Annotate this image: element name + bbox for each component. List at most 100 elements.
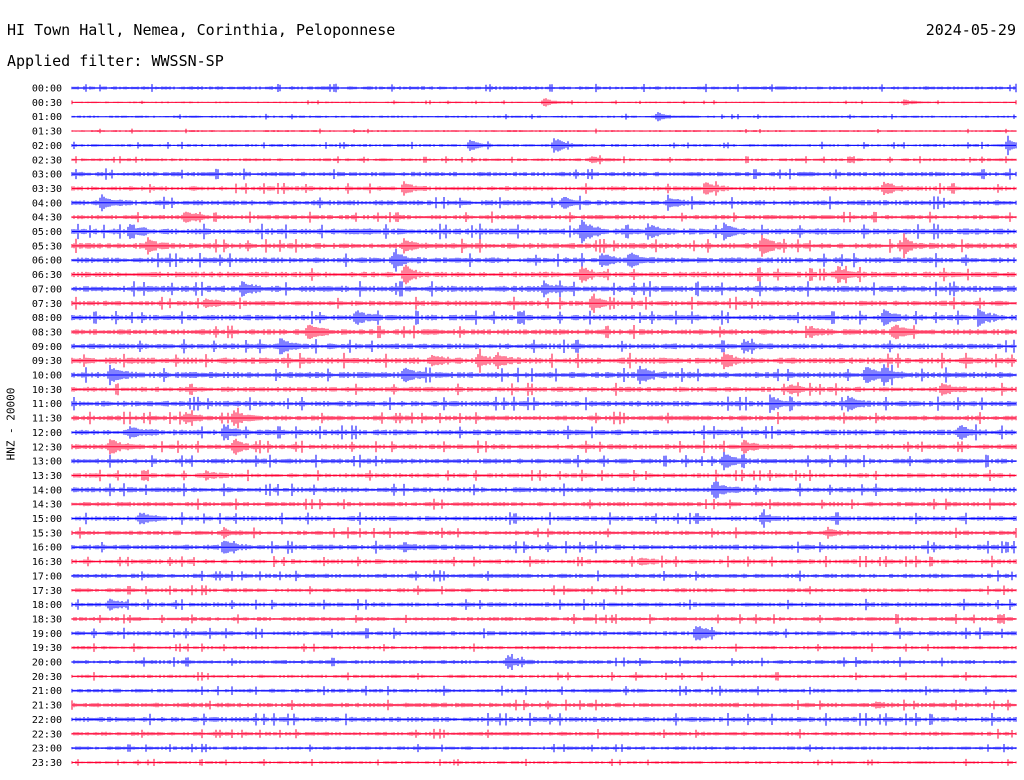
trace-row-1730 [71, 585, 1017, 596]
row-time-label: 05:00 [32, 227, 62, 238]
trace-row-2230 [71, 728, 1017, 739]
time-label-group: 00:00 00:30 01:00 01:30 02:00 02:30 03:00 03:30… [32, 84, 62, 769]
row-time-label: 13:30 [32, 471, 62, 482]
row-time-label: 22:00 [32, 715, 62, 726]
date-label: 2024-05-29 [925, 21, 1016, 39]
row-time-label: 06:30 [32, 270, 62, 281]
trace-row-1500 [71, 509, 1017, 528]
trace-row-0600 [71, 248, 1017, 272]
row-time-label: 15:00 [32, 514, 62, 525]
row-time-label: 08:00 [32, 313, 62, 324]
trace-row-0530 [71, 233, 1017, 259]
row-time-label: 05:30 [32, 241, 62, 252]
trace-group [71, 83, 1017, 766]
row-time-label: 12:30 [32, 442, 62, 453]
trace-row-0500 [71, 219, 1017, 244]
trace-row-0030 [71, 98, 1017, 107]
row-time-label: 14:00 [32, 485, 62, 496]
trace-row-0730 [71, 293, 1017, 313]
row-time-label: 12:00 [32, 428, 62, 439]
row-time-label: 23:00 [32, 744, 62, 755]
row-time-label: 03:30 [32, 184, 62, 195]
trace-row-1430 [71, 498, 1017, 510]
row-time-label: 17:30 [32, 586, 62, 597]
row-time-label: 11:00 [32, 399, 62, 410]
row-time-label: 20:00 [32, 658, 62, 669]
row-time-label: 07:00 [32, 284, 62, 295]
row-time-label: 16:30 [32, 557, 62, 568]
trace-row-1130 [71, 407, 1017, 429]
trace-row-2200 [71, 712, 1017, 726]
trace-row-1700 [71, 570, 1017, 582]
trace-row-1000 [71, 364, 1017, 386]
trace-row-0100 [71, 112, 1017, 122]
trace-row-0230 [71, 155, 1017, 165]
trace-row-0130 [71, 128, 1017, 134]
trace-row-2330 [71, 758, 1017, 766]
trace-row-2130 [71, 699, 1017, 711]
row-time-label: 13:00 [32, 457, 62, 468]
row-time-label: 16:00 [32, 543, 62, 554]
row-time-label: 04:00 [32, 198, 62, 209]
trace-row-0400 [71, 194, 1017, 212]
row-time-label: 01:30 [32, 127, 62, 138]
row-time-label: 02:30 [32, 155, 62, 166]
row-time-label: 10:00 [32, 371, 62, 382]
trace-row-2100 [71, 685, 1017, 696]
row-time-label: 08:30 [32, 327, 62, 338]
row-time-label: 00:30 [32, 98, 62, 109]
station-title: HI Town Hall, Nemea, Corinthia, Peloponn… [7, 21, 396, 39]
row-time-label: 06:00 [32, 256, 62, 267]
trace-row-1530 [71, 526, 1017, 539]
row-time-label: 07:30 [32, 299, 62, 310]
trace-row-2030 [71, 672, 1017, 681]
trace-row-0330 [71, 181, 1017, 196]
trace-row-0700 [71, 280, 1017, 298]
row-time-label: 22:30 [32, 729, 62, 740]
trace-row-1100 [71, 394, 1017, 413]
trace-row-0300 [71, 168, 1017, 180]
trace-row-2300 [71, 743, 1017, 753]
trace-row-1930 [71, 643, 1017, 652]
row-time-label: 03:00 [32, 170, 62, 181]
row-time-label: 14:30 [32, 500, 62, 511]
trace-row-1230 [71, 438, 1017, 455]
row-time-label: 18:30 [32, 614, 62, 625]
row-time-label: 00:00 [32, 84, 62, 95]
trace-row-1900 [71, 626, 1017, 641]
row-time-label: 23:30 [32, 758, 62, 769]
row-time-label: 10:30 [32, 385, 62, 396]
trace-row-0930 [71, 348, 1017, 373]
trace-row-0830 [71, 324, 1017, 340]
trace-row-1800 [71, 598, 1017, 611]
row-time-label: 21:30 [32, 701, 62, 712]
row-time-label: 18:00 [32, 600, 62, 611]
trace-row-0200 [71, 135, 1017, 156]
trace-row-0000 [71, 83, 1017, 93]
trace-row-1330 [71, 469, 1017, 482]
trace-row-1630 [71, 555, 1017, 568]
trace-row-1200 [71, 424, 1017, 441]
trace-row-1030 [71, 382, 1017, 397]
trace-row-1300 [71, 451, 1017, 471]
trace-row-1600 [71, 540, 1017, 554]
row-time-label: 17:00 [32, 571, 62, 582]
trace-row-0430 [71, 211, 1017, 223]
row-time-label: 04:30 [32, 213, 62, 224]
row-time-label: 11:30 [32, 414, 62, 425]
trace-row-0800 [71, 308, 1017, 327]
trace-row-0630 [71, 264, 1017, 285]
row-time-label: 21:00 [32, 686, 62, 697]
trace-row-2000 [71, 654, 1017, 670]
filter-label: Applied filter: WWSSN-SP [7, 52, 224, 70]
row-time-label: 02:00 [32, 141, 62, 152]
row-time-label: 09:30 [32, 356, 62, 367]
row-time-label: 15:30 [32, 528, 62, 539]
trace-row-1400 [71, 481, 1017, 499]
row-time-label: 19:00 [32, 629, 62, 640]
row-time-label: 20:30 [32, 672, 62, 683]
row-time-label: 19:30 [32, 643, 62, 654]
trace-row-0900 [71, 338, 1017, 355]
row-time-label: 09:00 [32, 342, 62, 353]
